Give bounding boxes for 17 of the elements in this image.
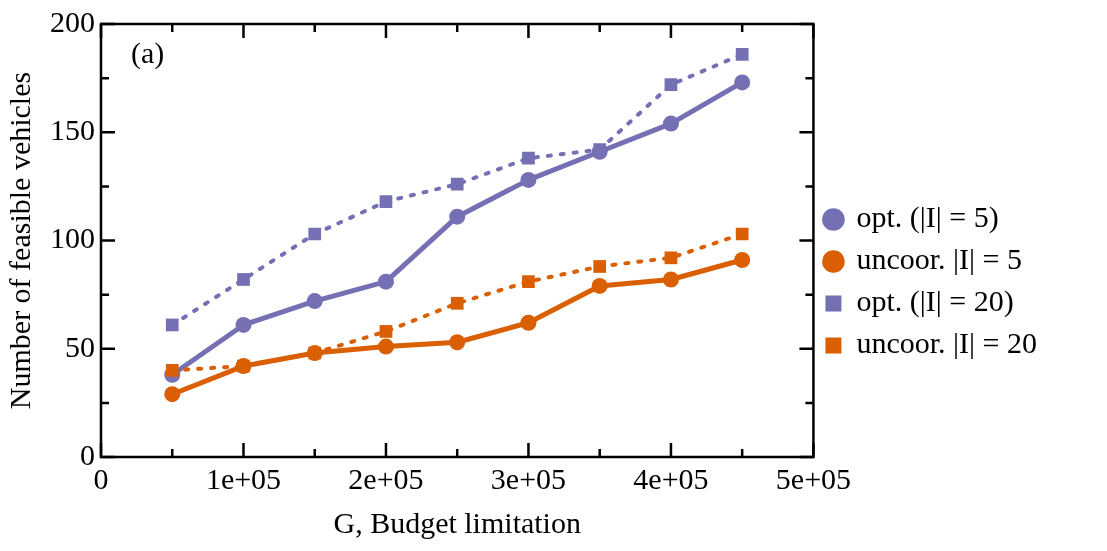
x-axis-title: G, Budget limitation (333, 505, 581, 539)
legend-label: uncoor. |I| = 20 (856, 326, 1038, 360)
y-tick-label: 100 (50, 221, 95, 255)
x-tick-label: 2e+05 (348, 461, 424, 495)
x-tick-label: 3e+05 (490, 461, 567, 495)
x-tick-label: 5e+05 (775, 461, 852, 495)
x-tick-label: 1e+05 (205, 461, 282, 495)
y-tick-label: 50 (65, 329, 95, 363)
y-tick-label: 150 (50, 113, 95, 147)
y-tick-label: 0 (80, 437, 95, 471)
legend-label: opt. (|I| = 20) (856, 284, 1014, 319)
legend-label: opt. (|I| = 5) (856, 200, 999, 235)
annotation: (a) (131, 35, 165, 70)
legend-label: uncoor. |I| = 5 (856, 242, 1023, 276)
y-tick-label: 200 (50, 4, 95, 38)
y-axis-title: Number of feasible vehicles (2, 71, 36, 410)
x-tick-label: 4e+05 (633, 461, 709, 495)
